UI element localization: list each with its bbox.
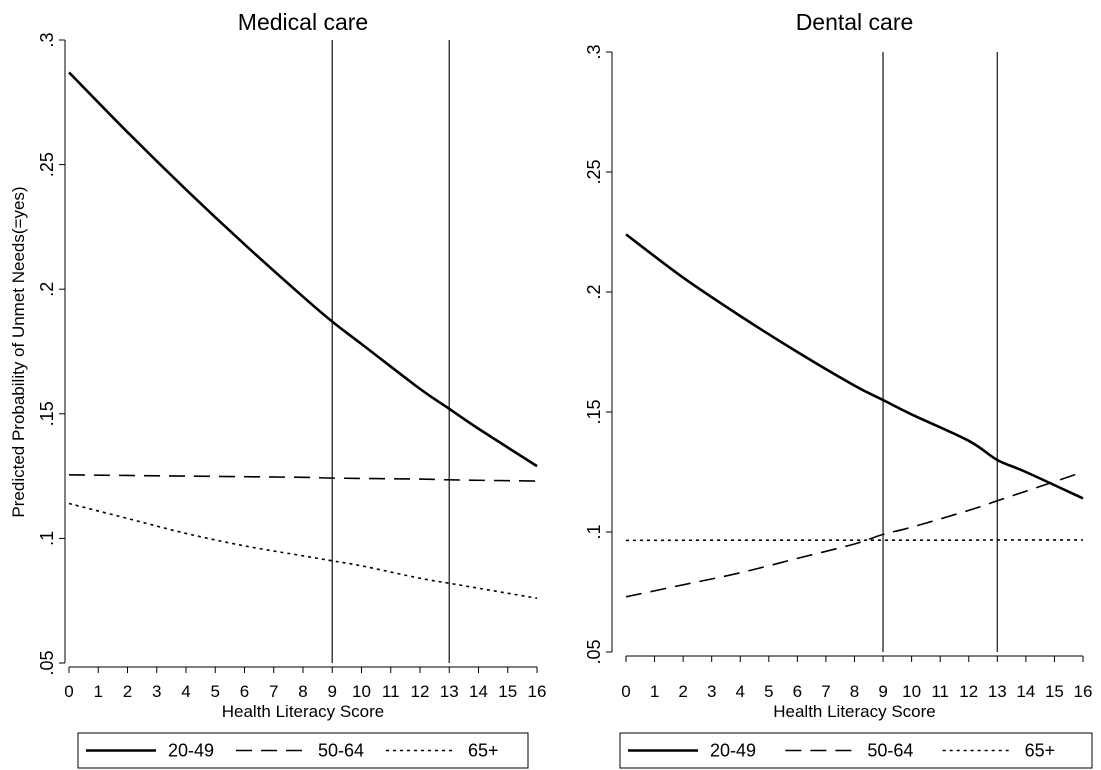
x-tick-label: 0 (621, 682, 630, 701)
x-tick-label: 12 (411, 682, 430, 701)
legend-box (619, 732, 1093, 769)
x-tick-label: 14 (1016, 682, 1035, 701)
x-tick-label: 6 (793, 682, 802, 701)
x-tick-label: 10 (902, 682, 921, 701)
x-tick-label: 10 (352, 682, 371, 701)
legend-label: 20-49 (710, 741, 756, 761)
x-tick-label: 8 (850, 682, 859, 701)
x-tick-label: 0 (64, 682, 73, 701)
x-tick-label: 12 (959, 682, 978, 701)
x-tick-label: 3 (152, 682, 161, 701)
y-tick-label: .3 (37, 32, 57, 47)
y-tick-label: .25 (584, 159, 604, 184)
legend-label: 50-64 (318, 741, 364, 761)
panel-medical-care: Medical care.05.1.15.2.25.30 1 2 3 4 5 6 7 8 9 10 1… (37, 9, 547, 769)
x-tick-label: 13 (440, 682, 459, 701)
y-tick-label: .3 (584, 44, 604, 59)
x-tick-label: 9 (878, 682, 887, 701)
x-tick-label: 1 (94, 682, 103, 701)
x-tick-label: 15 (1045, 682, 1064, 701)
legend-label: 20-49 (168, 741, 214, 761)
x-tick-label: 2 (678, 682, 687, 701)
y-tick-label: .2 (584, 284, 604, 299)
x-tick-label: 1 (650, 682, 659, 701)
y-tick-label: .05 (37, 650, 57, 675)
legend-label: 50-64 (867, 741, 913, 761)
series-line-20-49 (625, 233, 1084, 500)
x-tick-label: 7 (269, 682, 278, 701)
y-tick-label: .2 (37, 282, 57, 297)
y-tick-label: .25 (37, 152, 57, 177)
x-tick-label: 5 (764, 682, 773, 701)
x-tick-label: 16 (1074, 682, 1093, 701)
x-tick-label: 9 (328, 682, 337, 701)
chart-title: Medical care (238, 9, 368, 35)
x-tick-label: 13 (988, 682, 1007, 701)
y-tick-label: .15 (584, 399, 604, 424)
series-line-50-64 (625, 471, 1084, 598)
series-line-50-64 (68, 474, 538, 482)
x-tick-label: 4 (736, 682, 745, 701)
x-tick-label: 16 (528, 682, 547, 701)
y-tick-label: .1 (37, 531, 57, 546)
x-tick-label: 8 (298, 682, 307, 701)
y-tick-label: .05 (584, 639, 604, 664)
x-tick-label: 5 (211, 682, 220, 701)
panel-dental-care: Dental care.05.1.15.2.25.30 1 2 3 4 5 6 7 8 9 10 11… (584, 9, 1093, 769)
x-axis-label: Health Literacy Score (773, 702, 936, 721)
legend-label: 65+ (468, 741, 499, 761)
series-line-20-49 (68, 71, 538, 468)
chart-title: Dental care (796, 9, 914, 35)
x-tick-label: 2 (123, 682, 132, 701)
legend-label: 65+ (1025, 741, 1056, 761)
x-tick-label: 4 (181, 682, 190, 701)
x-tick-label: 11 (382, 682, 400, 701)
x-axis-label: Health Literacy Score (222, 702, 385, 721)
x-tick-label: 11 (931, 682, 949, 701)
x-tick-label: 15 (498, 682, 517, 701)
y-tick-label: .1 (584, 524, 604, 539)
x-tick-label: 3 (707, 682, 716, 701)
y-tick-label: .15 (37, 401, 57, 426)
x-tick-label: 7 (821, 682, 830, 701)
x-tick-label: 6 (240, 682, 249, 701)
x-tick-label: 14 (469, 682, 488, 701)
shared-y-axis-label: Predicted Probability of Unmet Needs(=ye… (9, 186, 28, 517)
